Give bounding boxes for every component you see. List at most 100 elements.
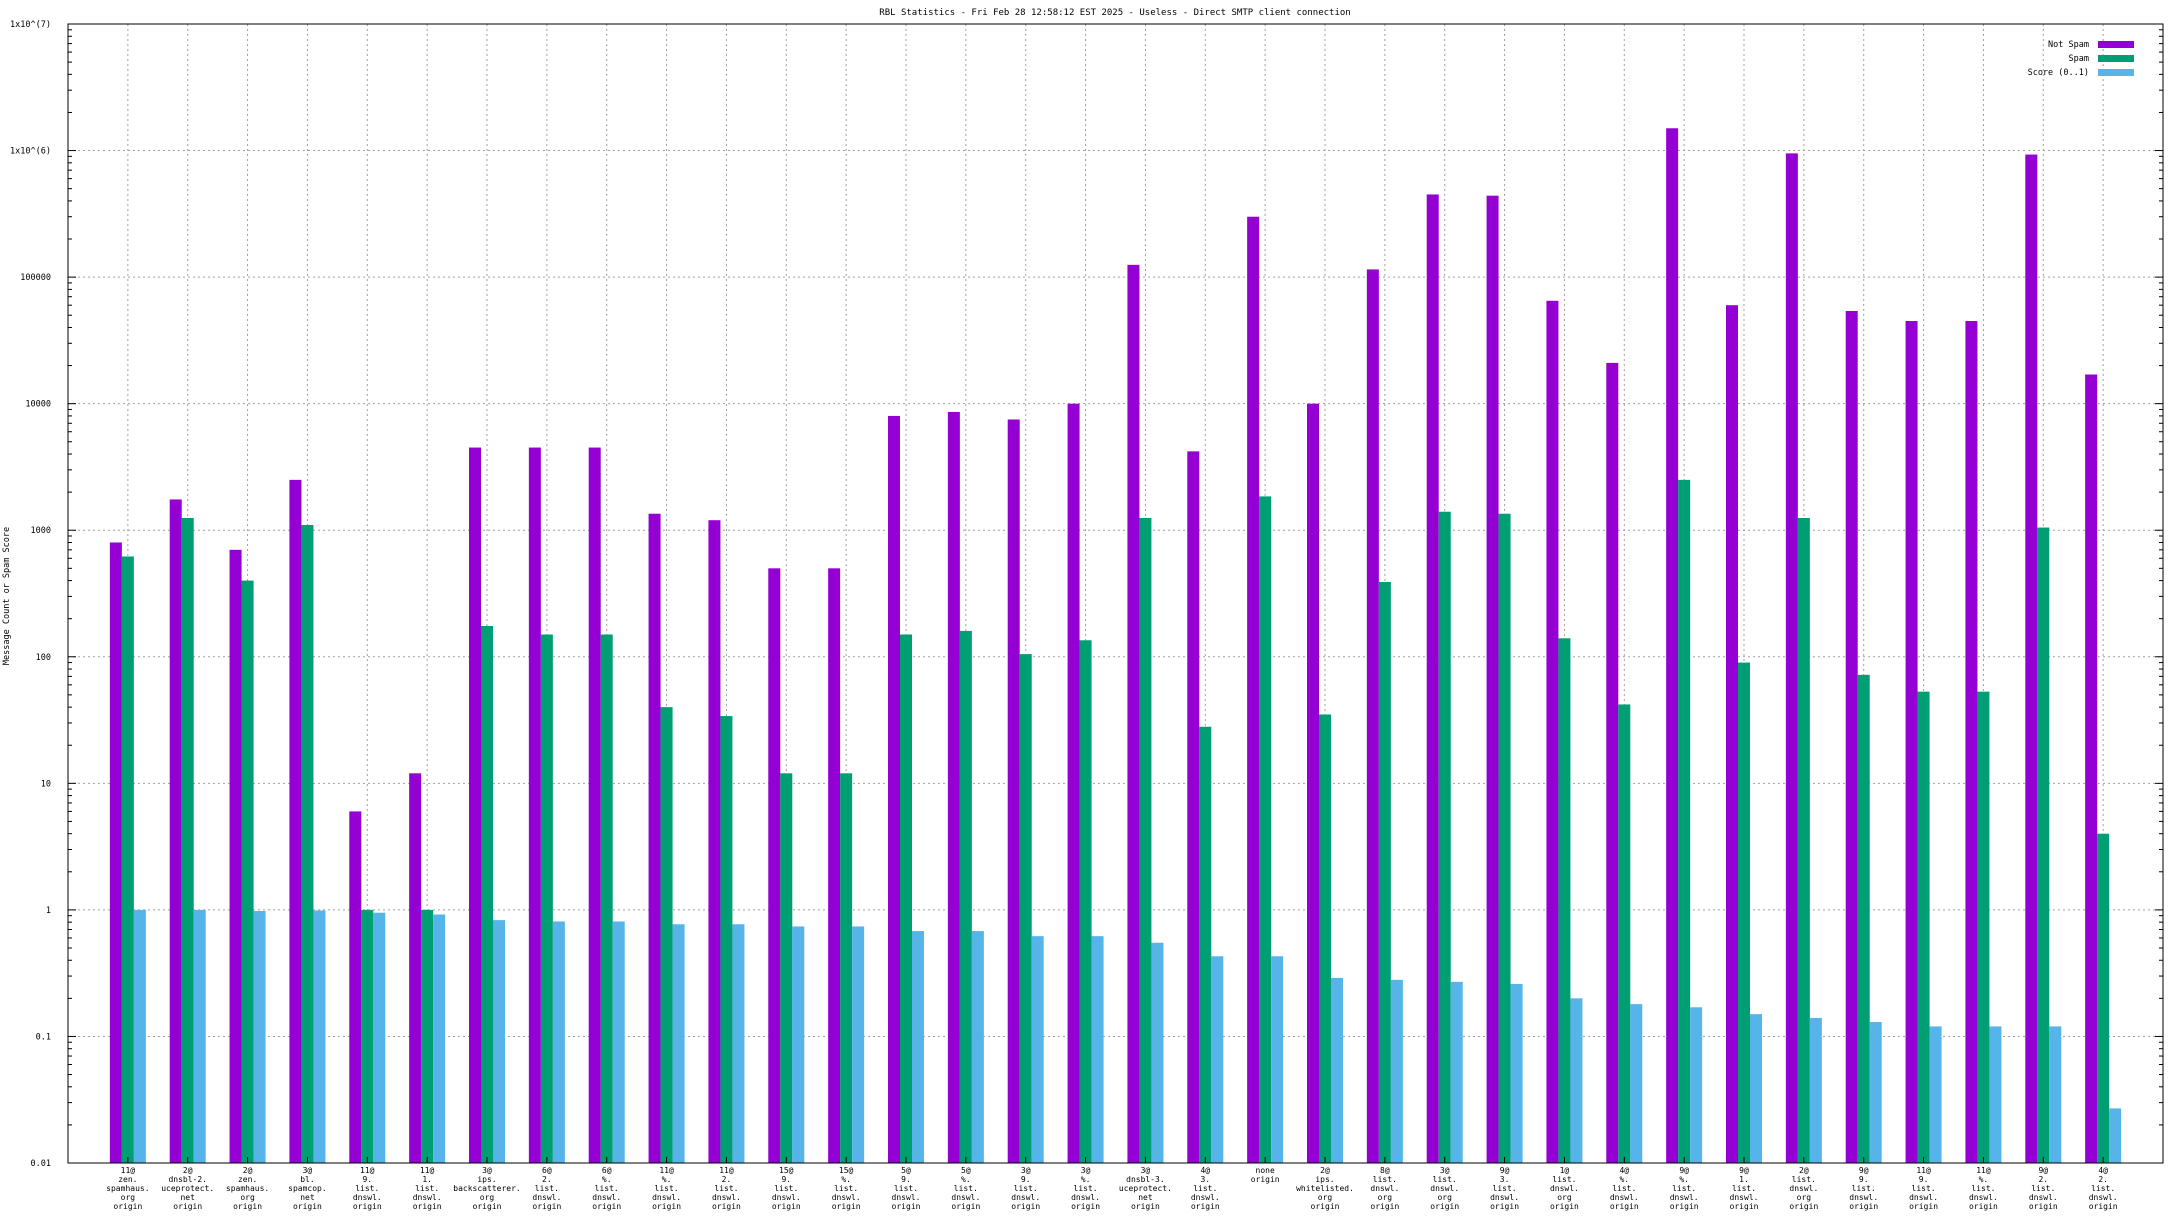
bar-not-spam [2085, 374, 2098, 1163]
x-tick-label-line: dnswl. [652, 1193, 681, 1202]
bar-spam [361, 909, 374, 1163]
bar-score- [1750, 1014, 1762, 1163]
bar-not-spam [1187, 451, 1200, 1163]
x-tick-label-line: org [1557, 1193, 1572, 1202]
y-tick-label: 0.01 [31, 1159, 51, 1169]
x-tick-label-line: dnswl. [413, 1193, 442, 1202]
bar-spam [959, 630, 972, 1163]
x-tick-label-line: %. [961, 1175, 971, 1184]
bar-score- [1450, 981, 1463, 1163]
x-tick-label: 2@ dnsbl-2. uceprotect. net origin [161, 1166, 214, 1211]
x-tick-label: 5@ 9. list. dnswl. origin [892, 1166, 921, 1211]
legend-swatch [2098, 55, 2134, 62]
x-tick-label-line: origin [1071, 1202, 1100, 1211]
x-tick-label-line: origin [951, 1202, 980, 1211]
bar-not-spam [109, 542, 122, 1163]
bar-score- [1211, 956, 1224, 1163]
x-tick-label-line: list. [415, 1184, 439, 1193]
bar-not-spam [169, 499, 182, 1163]
y-tick-label: 0.1 [36, 1032, 51, 1042]
x-tick-label-line: 9. [1859, 1175, 1869, 1184]
bar-not-spam [229, 549, 242, 1163]
legend-swatch [2098, 69, 2134, 76]
x-tick-label-line: dnswl. [353, 1193, 382, 1202]
y-tick-label: 100000 [20, 273, 51, 283]
x-tick-label-line: dnswl. [1730, 1193, 1759, 1202]
bar-score- [2109, 1108, 2122, 1163]
x-tick-label-line: 3@ [1021, 1166, 1031, 1175]
bar-score- [1869, 1022, 1882, 1163]
bar-score- [971, 931, 984, 1163]
x-tick-label-line: dnswl. [1370, 1184, 1399, 1193]
bar-not-spam [469, 447, 481, 1163]
x-tick-label-line: list. [1193, 1184, 1217, 1193]
x-tick-label-line: net [180, 1193, 195, 1202]
bar-score- [1929, 1026, 1942, 1163]
bar-group [2085, 374, 2122, 1163]
bar-group [1845, 310, 1882, 1164]
x-tick-label-line: %. [1081, 1175, 1091, 1184]
x-tick-label-line: dnswl. [2089, 1193, 2118, 1202]
bar-score- [313, 910, 326, 1163]
x-tick-label: 15@%. list. dnswl. origin [832, 1166, 861, 1211]
x-tick-label-line: dnswl. [772, 1193, 801, 1202]
bar-spam [1797, 517, 1810, 1163]
legend: Not Spam Spam Score (0..1) [2028, 40, 2134, 78]
x-tick-label-line: list. [535, 1184, 559, 1193]
x-tick-label-line: spamcop. [288, 1184, 327, 1193]
bar-spam [660, 707, 673, 1163]
y-axis-ticks: 0.01 0.1 1 10 100 1000 10000 100000 1x10^(6) 1x10… [10, 20, 2163, 1169]
bar-score- [1989, 1026, 2002, 1163]
x-tick-label-line: list. [1493, 1184, 1517, 1193]
x-tick-label: 9@%. list. dnswl. origin [1670, 1166, 1699, 1211]
x-tick-label-line: dnswl. [592, 1193, 621, 1202]
bar-group [1307, 403, 1343, 1164]
x-tick-label: 3@%. list. dnswl. origin [1071, 1166, 1100, 1211]
x-tick-label-line: origin [1131, 1202, 1160, 1211]
x-tick-label-line: %. [841, 1175, 851, 1184]
x-tick-label-line: dnswl. [832, 1193, 861, 1202]
x-tick-label-line: origin [1370, 1202, 1399, 1211]
plot-frame [67, 23, 2164, 1164]
bar-score- [1271, 956, 1284, 1163]
x-tick-label-line: org [1797, 1193, 1812, 1202]
bar-spam [121, 556, 134, 1163]
x-tick-label-line: dnswl. [712, 1193, 741, 1202]
bar-not-spam [1007, 419, 1020, 1163]
bar-group [1247, 216, 1284, 1163]
bar-group [1965, 320, 2002, 1163]
y-tick-label: 1x10^(6) [10, 147, 51, 157]
x-tick-label: 3@ list. dnswl. org origin [1430, 1166, 1459, 1211]
x-tick-label-line: 2. [2038, 1175, 2048, 1184]
x-tick-label-line: dnswl. [1071, 1193, 1100, 1202]
bar-not-spam [1785, 153, 1798, 1163]
bar-not-spam [1606, 362, 1619, 1163]
x-tick-label-line: list. [954, 1184, 978, 1193]
bar-group [289, 479, 326, 1163]
x-tick-label-line: origin [353, 1202, 382, 1211]
bar-score- [1151, 942, 1164, 1163]
bar-groups [109, 128, 2122, 1164]
bar-not-spam [828, 568, 841, 1163]
x-tick-label-line: 4@ [1200, 1166, 1210, 1175]
x-tick-label: 4@ 3. list. dnswl. origin [1191, 1166, 1220, 1211]
bar-not-spam [289, 479, 302, 1163]
bar-score- [672, 924, 685, 1163]
bar-spam [2037, 527, 2050, 1163]
x-tick-label-line: 11@ [659, 1166, 674, 1175]
x-tick-label-line: origin [473, 1202, 502, 1211]
bar-score- [373, 912, 386, 1163]
x-tick-label-line: spamhaus. [226, 1184, 269, 1193]
bar-score- [253, 910, 266, 1163]
x-tick-label-line: list. [595, 1184, 619, 1193]
legend-label: Score (0..1) [2028, 68, 2089, 78]
bar-spam [1259, 496, 1272, 1163]
bar-not-spam [1666, 128, 1679, 1163]
x-tick-label-line: 2. [542, 1175, 552, 1184]
bar-score- [612, 921, 625, 1163]
bar-score- [1031, 936, 1044, 1163]
bar-not-spam [349, 811, 362, 1163]
x-tick-label: 11@ 1. list. dnswl. origin [413, 1166, 442, 1211]
x-tick-label-line: origin [532, 1202, 561, 1211]
bar-group [947, 411, 984, 1163]
